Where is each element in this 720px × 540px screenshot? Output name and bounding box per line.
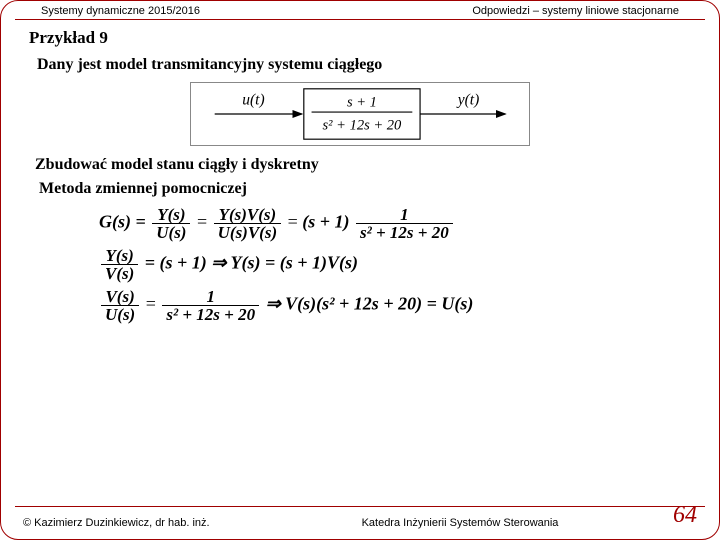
equation-1: G(s) = Y(s)U(s) = Y(s)V(s)U(s)V(s) = (s … [99, 206, 691, 241]
content-area: Przykład 9 Dany jest model transmitancyj… [1, 20, 719, 323]
eq1-f1n: Y(s) [152, 206, 190, 224]
equation-2: Y(s)V(s) = (s + 1) ⇒ Y(s) = (s + 1)V(s) [99, 247, 691, 282]
eq1-f1d: U(s) [152, 224, 190, 241]
eq3-f2n: 1 [162, 288, 259, 306]
header-left: Systemy dynamiczne 2015/2016 [41, 5, 200, 17]
example-title: Przykład 9 [29, 28, 691, 48]
lead-text: Dany jest model transmitancyjny systemu … [37, 56, 683, 74]
equation-3: V(s)U(s) = 1s² + 12s + 20 ⇒ V(s)(s² + 12… [99, 288, 691, 323]
eq3-f1n: V(s) [101, 288, 139, 306]
header-right: Odpowiedzi – systemy liniowe stacjonarne [472, 5, 679, 17]
eq1-rhsbn: 1 [356, 206, 453, 224]
task-text: Zbudować model stanu ciągły i dyskretny [35, 156, 685, 174]
eq2-mid: = (s + 1) ⇒ Y(s) = (s + 1)V(s) [145, 253, 358, 273]
eq1-f2d: U(s)V(s) [214, 224, 282, 241]
diagram-tf-num: s + 1 [347, 94, 377, 110]
footer-left: © Kazimierz Duzinkiewicz, dr hab. inż. [23, 517, 263, 529]
footer-mid: Katedra Inżynierii Systemów Sterowania [263, 517, 657, 529]
eq1-lhs: G(s) = [99, 212, 146, 232]
diagram-output-label: y(t) [456, 91, 480, 108]
diagram-input-label: u(t) [242, 91, 264, 108]
block-diagram: u(t) s + 1 s² + 12s + 20 y(t) [190, 82, 530, 146]
eq1-rhsbd: s² + 12s + 20 [356, 224, 453, 241]
footer: © Kazimierz Duzinkiewicz, dr hab. inż. K… [1, 502, 719, 529]
eq3-rhs: ⇒ V(s)(s² + 12s + 20) = U(s) [266, 294, 474, 314]
diagram-tf-den: s² + 12s + 20 [323, 118, 403, 134]
eq3-f1d: U(s) [101, 306, 139, 323]
method-text: Metoda zmiennej pomocniczej [39, 180, 681, 198]
eq3-f2d: s² + 12s + 20 [162, 306, 259, 323]
eq1-f2n: Y(s)V(s) [214, 206, 282, 224]
eq2-f1n: Y(s) [101, 247, 138, 265]
page-number: 64 [657, 502, 697, 529]
eq2-f1d: V(s) [101, 265, 138, 282]
eq1-rhsa: (s + 1) [302, 212, 349, 232]
